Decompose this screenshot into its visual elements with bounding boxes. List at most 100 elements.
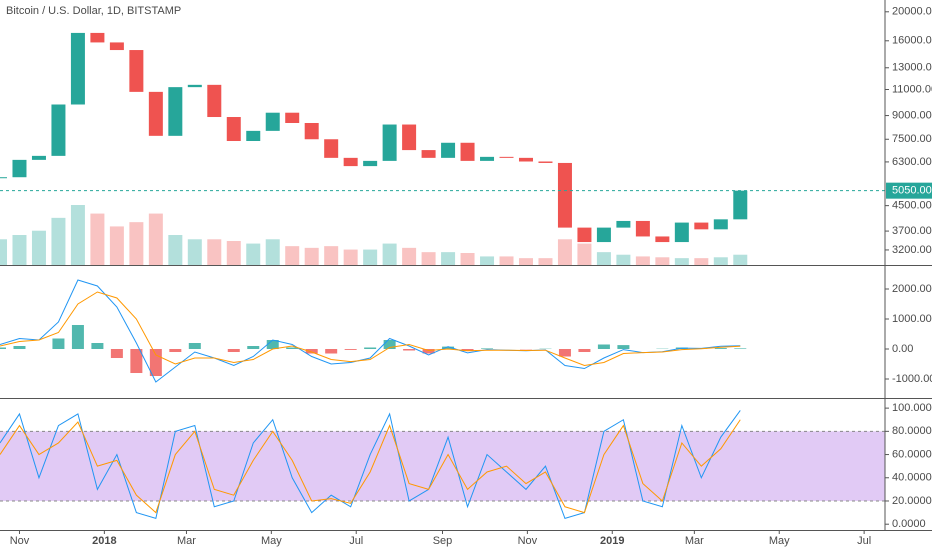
histogram-bar [383,340,396,350]
volume-bar [557,239,572,265]
volume-bar [635,256,650,265]
candle-body [109,42,124,51]
y-tick-label: 0.00 [892,343,913,355]
histogram-bar [344,349,357,350]
x-tick-label: Nov [10,535,30,547]
volume-bar [655,257,670,265]
histogram-bar [597,344,610,350]
histogram-bar [169,349,182,353]
histogram-bar [227,349,240,353]
volume-bar [363,249,378,265]
y-tick-label: 16000.00 [892,35,932,47]
histogram-bar [0,347,6,350]
y-tick-label: 6300.00 [892,156,932,168]
volume-bar [285,246,300,265]
volume-bar [226,241,241,265]
y-tick-label: 9000.00 [892,109,932,121]
histogram-bar [13,346,26,350]
volume-bar [187,239,202,265]
candle-body [402,124,417,151]
candle-body [187,84,202,88]
candle-body [343,157,358,167]
y-tick-label: 100.0000 [892,402,932,414]
band [0,431,885,501]
candle-body [363,160,378,167]
candle-body [285,112,300,123]
volume-bar [304,247,319,265]
candle-body [713,219,728,230]
y-tick-label: 3200.00 [892,244,932,256]
histogram-bar [110,349,123,359]
volume-bar [168,235,183,265]
histogram-bar [617,345,630,350]
series-line [0,410,741,520]
volume-bar [382,243,397,265]
series-line [0,279,741,383]
volume-bar [12,235,27,265]
y-tick-label: 20000.00 [892,6,932,18]
candle-body [557,162,572,228]
volume-bar [441,252,456,265]
candle-body [480,156,495,161]
chart-title: Bitcoin / U.S. Dollar, 1D, BITSTAMP [6,5,181,17]
y-tick-label: -1000.00 [892,373,932,385]
volume-bar [265,239,280,265]
candle-body [31,155,46,160]
y-tick-label: 2000.00 [892,283,932,295]
histogram-bar [266,340,279,350]
volume-bar [402,247,417,265]
volume-bar [0,239,7,265]
volume-bar [109,226,124,265]
x-tick-label: 2019 [600,535,624,547]
volume-bar [674,258,689,265]
y-tick-label: 13000.00 [892,62,932,74]
candle-body [148,91,163,136]
histogram-bar [422,349,435,354]
histogram-bar [71,324,84,350]
last-price-label: 5050.00 [892,185,932,197]
histogram-bar [149,349,162,377]
x-tick-label: Jul [857,535,871,547]
candle-body [441,142,456,158]
candle-body [674,222,689,243]
candle-body [207,84,222,118]
candle-body [246,130,261,142]
last-price-box [886,182,932,199]
candle-body [51,104,66,156]
candle-body [733,190,748,220]
histogram-bar [734,348,747,350]
candle-body [499,156,514,158]
candle-body [304,122,319,140]
candle-body [12,159,27,178]
histogram-bar [188,343,201,350]
x-tick-label: Mar [177,535,196,547]
candle-body [324,139,339,158]
histogram-bar [130,349,143,374]
volume-bar [733,254,748,265]
histogram-bar [305,349,318,354]
volume-bar [90,213,105,265]
histogram-bar [364,347,377,350]
histogram-bar [481,348,494,350]
candle-body [0,177,7,179]
y-tick-label: 11000.00 [892,83,932,95]
volume-bar [518,258,533,265]
candle-body [421,150,436,158]
y-tick-label: 4500.00 [892,200,932,212]
x-tick-label: Nov [518,535,538,547]
volume-bar [31,230,46,265]
histogram-bar [91,343,104,350]
histogram-bar [714,348,727,350]
volume-bar [343,249,358,265]
volume-bar [713,257,728,265]
histogram-bar [578,349,591,353]
series-line [0,419,741,514]
x-tick-label: May [769,535,790,547]
x-tick-label: Sep [433,535,453,547]
candle-body [460,142,475,161]
candle-body [577,227,592,243]
y-tick-label: 3700.00 [892,225,932,237]
candle-body [596,227,611,243]
volume-bar [70,205,85,265]
